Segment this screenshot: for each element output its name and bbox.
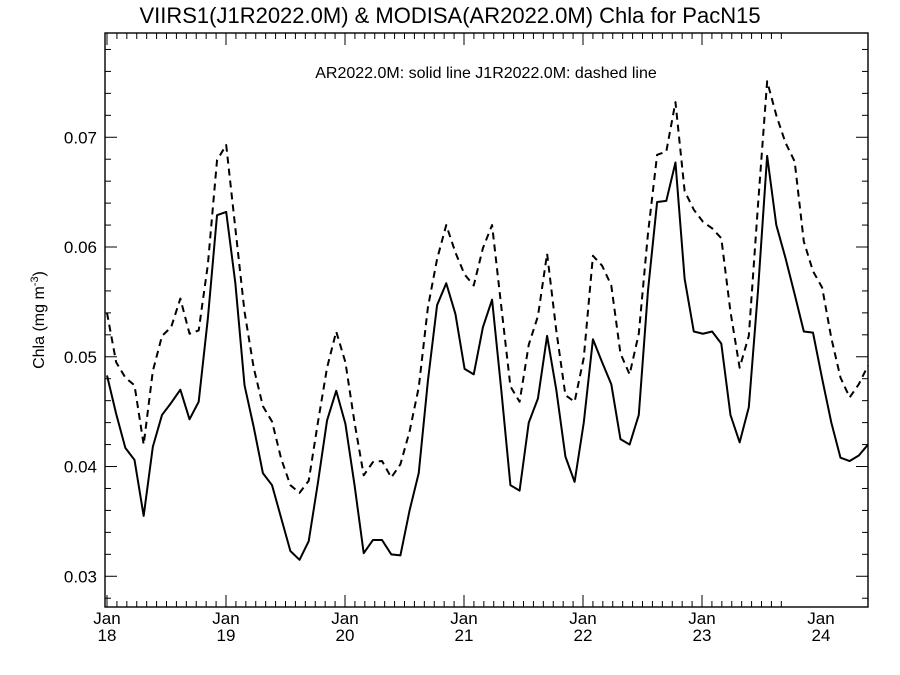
- x-tick-label-year: 18: [98, 626, 117, 645]
- y-axis-label-sup: -3: [29, 276, 41, 286]
- x-tick-label-month: Jan: [688, 609, 715, 628]
- x-tick-label-year: 19: [217, 626, 236, 645]
- legend-annotation: AR2022.0M: solid line J1R2022.0M: dashed…: [315, 65, 657, 82]
- y-axis-label-close: ): [31, 271, 48, 276]
- x-tick-label-year: 20: [336, 626, 355, 645]
- y-tick-label: 0.07: [64, 128, 97, 147]
- y-tick-label: 0.03: [64, 567, 97, 586]
- y-axis-label: Chla (mg m-3): [29, 271, 48, 369]
- x-tick-label-month: Jan: [93, 609, 120, 628]
- x-tick-label-month: Jan: [331, 609, 358, 628]
- x-tick-label-month: Jan: [212, 609, 239, 628]
- x-tick-label-month: Jan: [569, 609, 596, 628]
- x-tick-label-year: 23: [693, 626, 712, 645]
- y-ticks: 0.03 0.04 0.05 0.06 0.07: [64, 48, 868, 599]
- y-tick-label: 0.06: [64, 238, 97, 257]
- x-tick-label-year: 24: [812, 626, 831, 645]
- x-tick-label-month: Jan: [450, 609, 477, 628]
- x-tick-label-year: 22: [574, 626, 593, 645]
- x-tick-label-month: Jan: [807, 609, 834, 628]
- plot-frame: [104, 32, 869, 608]
- series-line-ar2022-0m: [106, 154, 869, 561]
- chart-title: VIIRS1(J1R2022.0M) & MODISA(AR2022.0M) C…: [139, 3, 761, 28]
- series-lines: [106, 80, 869, 561]
- y-tick-label: 0.04: [64, 458, 97, 477]
- series-line-j1r2022-0m: [106, 80, 869, 494]
- y-axis-label-main: Chla (mg m: [31, 286, 48, 369]
- y-tick-label: 0.05: [64, 348, 97, 367]
- x-tick-label-year: 21: [455, 626, 474, 645]
